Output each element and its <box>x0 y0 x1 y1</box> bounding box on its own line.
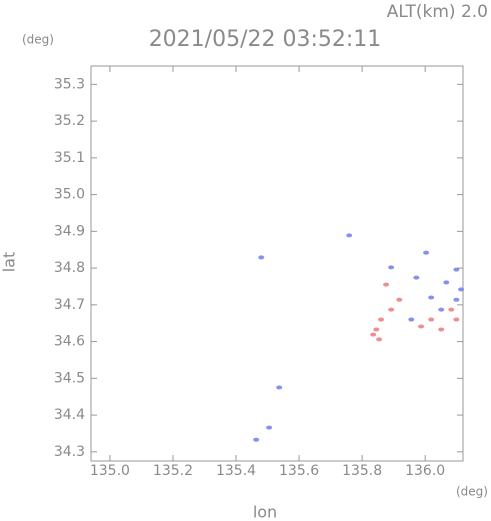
echo-point <box>266 425 273 430</box>
y-unit: (deg) <box>22 33 54 47</box>
echo-point <box>253 437 260 442</box>
y-tick-label: 34.8 <box>54 260 85 276</box>
echo-point <box>453 317 460 322</box>
echo-point <box>418 324 425 329</box>
x-tick-label: 135.6 <box>279 463 319 479</box>
chart-title: 2021/05/22 03:52:11 <box>149 27 382 52</box>
x-tick-label: 135.8 <box>342 463 382 479</box>
echo-point <box>423 250 430 255</box>
echo-point <box>413 275 420 280</box>
echo-point <box>428 295 435 300</box>
echo-point <box>388 307 395 312</box>
x-axis-label: lon <box>253 503 277 521</box>
y-tick-label: 34.6 <box>54 334 85 350</box>
y-tick-label: 34.7 <box>54 297 85 313</box>
echo-point <box>346 233 353 238</box>
plot-frame <box>90 65 464 462</box>
y-tick-label: 34.9 <box>54 223 85 239</box>
echo-point <box>438 307 445 312</box>
echo-point <box>443 280 450 285</box>
echo-point <box>370 332 377 337</box>
altitude-label: ALT(km) 2.0 <box>387 2 488 22</box>
echo-point <box>438 327 445 332</box>
x-unit: (deg) <box>456 485 488 499</box>
echo-point <box>428 317 435 322</box>
echo-point <box>378 317 385 322</box>
x-tick-label: 135.0 <box>90 463 130 479</box>
echo-point <box>408 317 415 322</box>
x-tick-label: 135.2 <box>153 463 193 479</box>
y-axis-label: lat <box>0 252 19 273</box>
echo-point <box>396 297 403 302</box>
y-tick-label: 35.0 <box>54 187 85 203</box>
echo-point <box>448 307 455 312</box>
echo-point <box>388 265 395 270</box>
echo-point <box>453 297 460 302</box>
echo-point <box>453 267 460 272</box>
echo-point <box>383 282 390 287</box>
echo-point <box>258 255 265 260</box>
echo-point <box>373 327 380 332</box>
x-tick-label: 136.0 <box>405 463 445 479</box>
y-tick-label: 34.4 <box>54 407 85 423</box>
y-tick-label: 34.5 <box>54 370 85 386</box>
y-tick-label: 35.3 <box>54 76 85 92</box>
x-tick-label: 135.4 <box>216 463 256 479</box>
y-tick-label: 34.3 <box>54 444 85 460</box>
y-tick-label: 35.1 <box>54 150 85 166</box>
echo-point <box>376 337 383 342</box>
echo-point <box>458 287 465 292</box>
y-tick-label: 35.2 <box>54 113 85 129</box>
echo-point <box>276 385 283 390</box>
